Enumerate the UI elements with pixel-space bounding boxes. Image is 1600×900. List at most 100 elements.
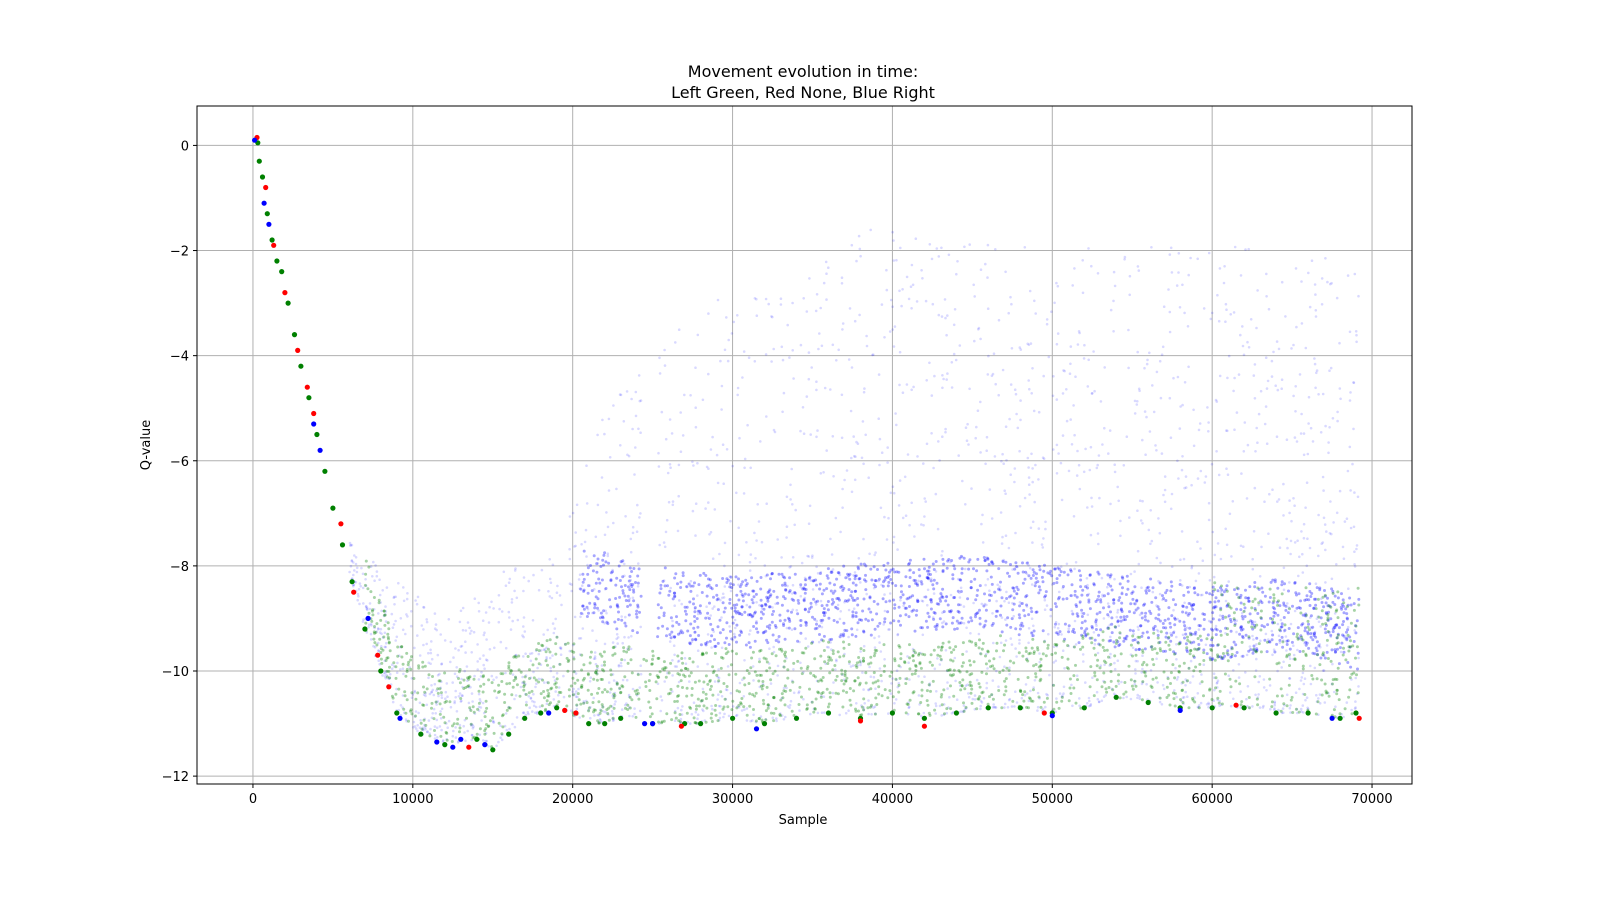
- cloud-point: [940, 595, 944, 599]
- cloud-point: [1058, 573, 1062, 577]
- cloud-point: [895, 669, 899, 672]
- cloud-point: [384, 672, 387, 675]
- cloud-point: [694, 502, 698, 506]
- cloud-point: [796, 639, 800, 643]
- cloud-point: [1108, 664, 1111, 667]
- cloud-point: [1202, 307, 1206, 310]
- cloud-point: [1264, 356, 1268, 360]
- cloud-point: [782, 665, 786, 669]
- cloud-point: [878, 437, 882, 441]
- cloud-point: [377, 627, 380, 631]
- cloud-point: [1069, 418, 1072, 421]
- cloud-point: [1305, 696, 1309, 699]
- cloud-point: [1137, 628, 1140, 631]
- cloud-point: [1003, 679, 1007, 683]
- cloud-point: [709, 586, 713, 589]
- cloud-point: [483, 667, 486, 670]
- cloud-point: [1198, 634, 1202, 638]
- cloud-point: [1029, 342, 1033, 345]
- cloud-point: [778, 713, 782, 717]
- cloud-point: [766, 703, 770, 707]
- cloud-point: [1240, 611, 1244, 615]
- cloud-point: [1317, 393, 1320, 396]
- cloud-point: [1164, 649, 1167, 653]
- cloud-point: [1145, 591, 1148, 595]
- cloud-point: [1090, 264, 1093, 268]
- cloud-point: [1014, 627, 1018, 631]
- cloud-point: [619, 661, 623, 665]
- cloud-point: [440, 680, 443, 683]
- cloud-point: [1133, 682, 1136, 686]
- cloud-point: [1293, 657, 1297, 661]
- cloud-point: [1103, 366, 1106, 369]
- cloud-point: [373, 626, 376, 630]
- cloud-point: [1232, 617, 1236, 621]
- cloud-point: [737, 583, 740, 587]
- cloud-point: [757, 520, 761, 523]
- cloud-point: [378, 631, 382, 634]
- cloud-point: [454, 726, 457, 729]
- cloud-point: [1338, 646, 1342, 650]
- cloud-point: [369, 632, 373, 636]
- cloud-point: [1192, 655, 1196, 659]
- cloud-point: [1109, 662, 1113, 666]
- cloud-point: [1071, 704, 1074, 708]
- cloud-point: [492, 678, 495, 682]
- cloud-point: [890, 670, 894, 674]
- cloud-point: [791, 680, 795, 684]
- cloud-point: [1025, 705, 1029, 709]
- cloud-point: [839, 633, 843, 637]
- cloud-point: [1067, 627, 1070, 630]
- cloud-point: [1056, 332, 1060, 335]
- cloud-point: [967, 620, 971, 624]
- cloud-point: [980, 691, 984, 695]
- cloud-point: [1280, 622, 1284, 626]
- cloud-point: [1119, 652, 1123, 656]
- cloud-point: [922, 524, 925, 527]
- cloud-point: [1118, 596, 1122, 600]
- cloud-point: [711, 435, 714, 439]
- cloud-point: [1010, 643, 1014, 646]
- cloud-point: [748, 704, 752, 708]
- cloud-point: [622, 420, 626, 423]
- cloud-point: [445, 738, 449, 741]
- cloud-point: [888, 570, 891, 574]
- cloud-point: [1136, 350, 1139, 354]
- cloud-point: [1321, 669, 1325, 672]
- cloud-point: [1083, 343, 1086, 347]
- cloud-point: [379, 651, 383, 654]
- cloud-point: [617, 564, 621, 568]
- cloud-point: [1086, 613, 1090, 617]
- cloud-point: [1055, 472, 1059, 475]
- cloud-point: [831, 668, 835, 672]
- cloud-point: [533, 700, 536, 704]
- cloud-point: [1170, 492, 1174, 496]
- cloud-point: [972, 283, 975, 287]
- cloud-point: [862, 630, 866, 634]
- cloud-point: [1243, 615, 1247, 618]
- cloud-point: [1158, 700, 1162, 704]
- cloud-point: [1255, 647, 1259, 651]
- cloud-point: [724, 688, 728, 691]
- cloud-point: [819, 472, 823, 475]
- cloud-point: [814, 309, 818, 313]
- cloud-point: [462, 678, 466, 682]
- cloud-point: [784, 588, 788, 592]
- cloud-point: [437, 679, 441, 683]
- cloud-point: [987, 354, 990, 358]
- cloud-point: [1336, 647, 1339, 651]
- cloud-point: [1078, 601, 1082, 605]
- cloud-point: [580, 584, 584, 587]
- cloud-point: [1225, 429, 1228, 432]
- cloud-point: [733, 618, 737, 622]
- cloud-point: [1325, 644, 1329, 647]
- cloud-point: [820, 694, 823, 698]
- cloud-point: [978, 608, 981, 612]
- cloud-point: [1304, 506, 1307, 510]
- cloud-point: [1213, 688, 1216, 692]
- cloud-point: [577, 687, 580, 691]
- cloud-point: [603, 621, 606, 625]
- cloud-point: [1150, 648, 1154, 651]
- cloud-point: [739, 701, 743, 705]
- cloud-point: [1063, 622, 1067, 626]
